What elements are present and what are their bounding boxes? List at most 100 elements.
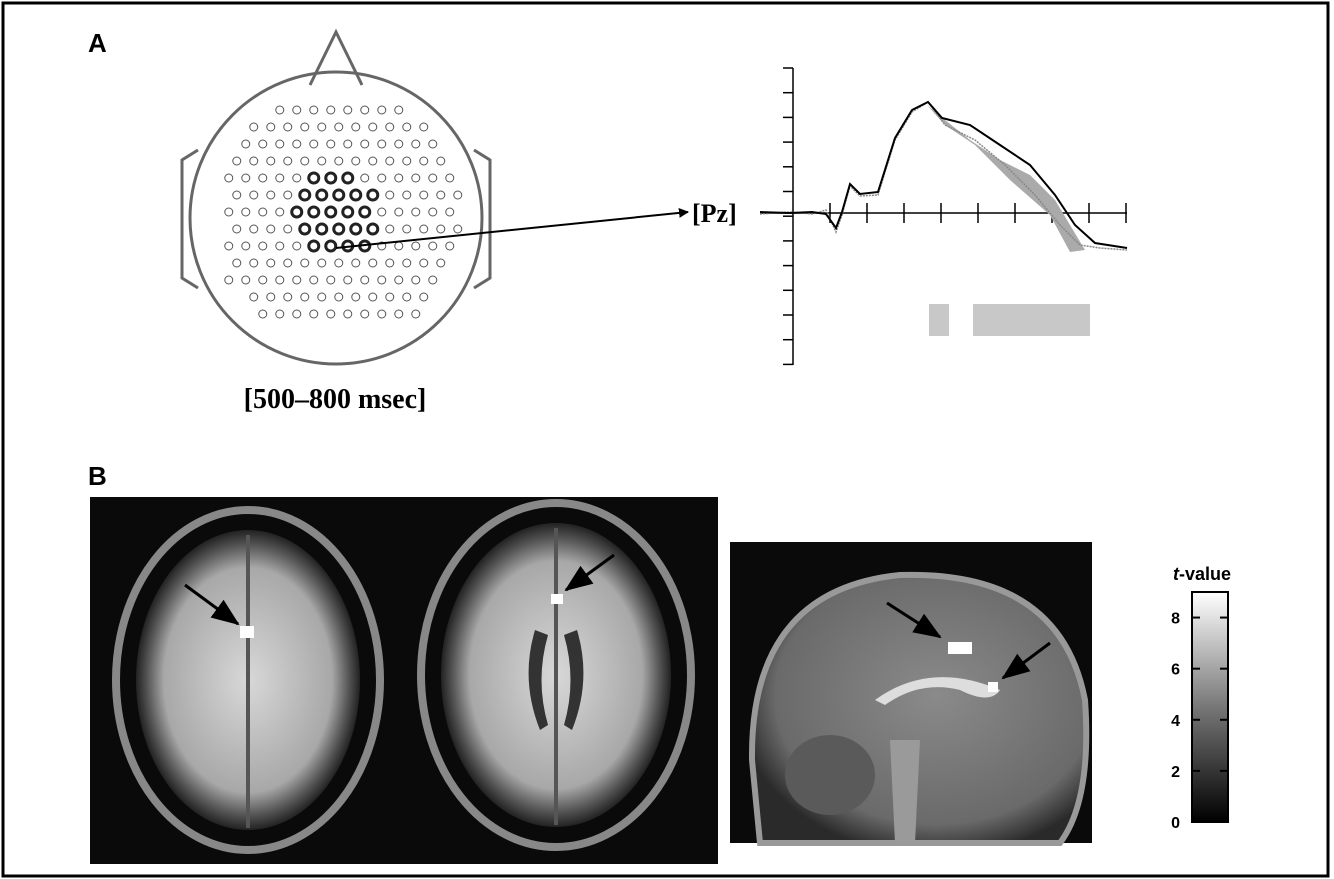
electrode [250,191,258,199]
electrode [446,242,454,250]
electrode [412,242,420,250]
electrode [310,310,318,318]
panel-label: B [88,461,107,491]
electrode [429,276,437,284]
colorbar-tick-label: 2 [1171,764,1180,781]
axial-brain [421,503,691,847]
electrode [292,207,302,217]
colorbar-tick-label: 4 [1171,713,1180,730]
colorbar-tick-label: 8 [1171,611,1180,628]
electrode [446,208,454,216]
electrode [309,241,319,251]
electrode [267,123,275,131]
electrode [378,140,386,148]
electrode [386,225,394,233]
colorbar-title: t-value [1173,564,1231,584]
electrode [267,293,275,301]
arrow [336,212,688,248]
sagittal-brain [752,575,1086,843]
electrode [437,191,445,199]
electrode [293,276,301,284]
electrode [412,208,420,216]
electrode [284,293,292,301]
electrode [454,225,462,233]
electrode [225,276,233,284]
electrode [259,310,267,318]
electrode [361,140,369,148]
electrode [403,225,411,233]
electrode [378,106,386,114]
electrode [284,191,292,199]
electrode [259,208,267,216]
electrode [326,173,336,183]
electrode [233,259,241,267]
electrode [386,293,394,301]
electrode [395,310,403,318]
electrode [267,157,275,165]
electrode [293,310,301,318]
electrode [259,276,267,284]
electrode [318,123,326,131]
electrode [368,190,378,200]
electrode [318,157,326,165]
electrode [403,157,411,165]
electrode [326,207,336,217]
electrode [412,174,420,182]
electrode [225,242,233,250]
electrode [446,174,454,182]
electrode [361,174,369,182]
electrode [420,225,428,233]
electrode [327,106,335,114]
electrode [429,208,437,216]
electrode [369,157,377,165]
electrode [386,123,394,131]
electrode [395,106,403,114]
electrode [301,123,309,131]
electrode [327,276,335,284]
electrode [351,190,361,200]
electrode [369,293,377,301]
electrode [326,241,336,251]
electrode [301,157,309,165]
electrode [335,259,343,267]
electrode [309,207,319,217]
electrode [267,191,275,199]
electrode [267,225,275,233]
colorbar [1192,592,1228,822]
electrode [310,106,318,114]
electrode [361,310,369,318]
significance-bar [929,304,949,336]
electrode [429,174,437,182]
electrode [276,174,284,182]
electrode [276,310,284,318]
electrode [335,157,343,165]
electrode [318,259,326,267]
electrode [233,157,241,165]
electrode [395,174,403,182]
electrode [233,225,241,233]
electrode [378,276,386,284]
electrode [420,293,428,301]
electrode [352,123,360,131]
electrode [334,190,344,200]
electrode [420,259,428,267]
electrode [276,140,284,148]
electrode [293,106,301,114]
electrode [378,310,386,318]
panel-label: A [88,28,107,58]
electrode [276,242,284,250]
electrode [284,259,292,267]
electrode [242,276,250,284]
electrode [369,259,377,267]
colorbar-title-rest: -value [1179,564,1231,584]
electrode [327,140,335,148]
electrode [344,310,352,318]
electrode [242,174,250,182]
electrode [420,157,428,165]
electrode [378,208,386,216]
electrode [317,190,327,200]
electrode [293,242,301,250]
colorbar-tick-label: 6 [1171,662,1180,679]
figure: A [Pz] [500–800 msec] B [0,0,1334,879]
electrode [335,123,343,131]
